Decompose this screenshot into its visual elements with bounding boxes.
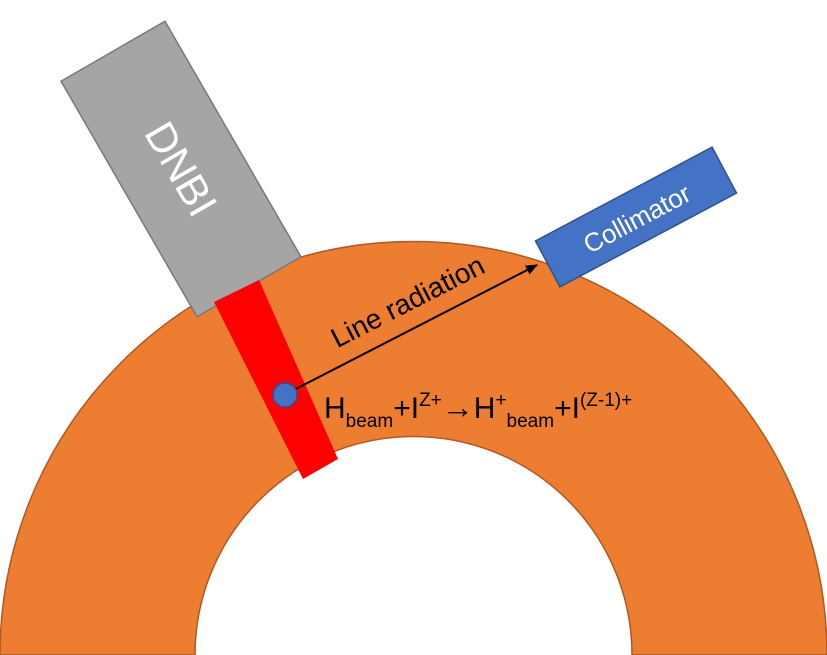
eq-arrow: → — [442, 389, 474, 425]
eq-plus-i-1: +I — [393, 392, 419, 425]
charge-exchange-equation: Hbeam+IZ+→H+beam+I(Z-1)+ — [324, 389, 632, 432]
eq-beam-sub-2: beam — [507, 411, 555, 432]
eq-charge-sup-2: (Z-1)+ — [580, 390, 632, 411]
collimator-rect — [534, 146, 738, 288]
eq-h: H — [324, 392, 346, 425]
line-radiation-arrow — [283, 264, 538, 396]
collimator-box: Collimator — [534, 146, 738, 288]
eq-plus-sup: + — [495, 390, 506, 411]
eq-charge-sup-1: Z+ — [419, 390, 442, 411]
eq-h-2: H — [474, 392, 496, 425]
beam-path — [214, 280, 338, 479]
emission-point — [272, 382, 298, 408]
dnbi-box: DNBI — [60, 20, 302, 318]
eq-plus-i-2: +I — [554, 392, 580, 425]
eq-beam-sub-1: beam — [346, 411, 394, 432]
